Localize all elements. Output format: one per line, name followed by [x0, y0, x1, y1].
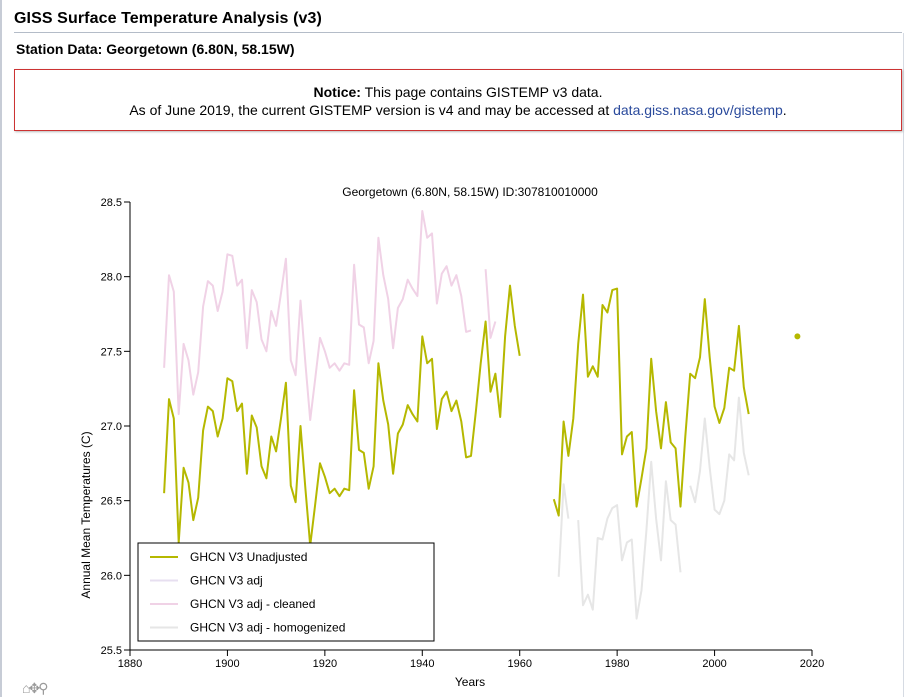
x-tick-label: 1980	[605, 658, 629, 670]
series-line	[163, 210, 472, 421]
series-line	[689, 396, 750, 516]
x-tick-label: 1880	[118, 658, 142, 670]
legend-entry: GHCN V3 adj - homogenized	[190, 621, 345, 635]
y-tick-label: 26.0	[101, 570, 122, 582]
legend-entry: GHCN V3 adj	[190, 574, 263, 588]
series-line	[163, 284, 521, 547]
move-icon[interactable]: ✥	[28, 680, 40, 696]
x-axis-label: Years	[455, 675, 485, 689]
zoom-icon[interactable]: ⚲	[38, 680, 48, 696]
gistemp-link[interactable]: data.giss.nasa.gov/gistemp	[613, 102, 783, 118]
temperature-chart: Georgetown (6.80N, 58.15W) ID:3078100100…	[79, 185, 825, 689]
y-tick-label: 28.0	[101, 272, 122, 284]
notice-text: This page contains GISTEMP v3 data.	[360, 84, 603, 100]
x-tick-label: 1900	[215, 658, 239, 670]
site-title: GISS Surface Temperature Analysis (v3)	[14, 10, 322, 27]
y-tick-label: 27.0	[101, 421, 122, 433]
chart-legend: GHCN V3 Unadjusted GHCN V3 adj GHCN V3 adj…	[137, 542, 435, 642]
series-point	[794, 333, 801, 340]
x-tick-label: 1940	[410, 658, 434, 670]
page-title: Station Data: Georgetown (6.80N, 58.15W)	[16, 41, 295, 57]
site-header: GISS Surface Temperature Analysis (v3)	[14, 10, 902, 33]
legend-entry: GHCN V3 adj - cleaned	[190, 597, 315, 611]
left-border	[0, 0, 2, 697]
home-icon[interactable]: ⌂	[22, 680, 31, 696]
legend-entry: GHCN V3 Unadjusted	[190, 550, 307, 564]
x-tick-label: 1920	[313, 658, 337, 670]
x-tick-label: 2020	[800, 658, 824, 670]
series-line	[577, 460, 682, 620]
series-line	[557, 483, 570, 577]
x-tick-label: 2000	[702, 658, 726, 670]
chart-title: Georgetown (6.80N, 58.15W) ID:3078100100…	[342, 185, 598, 199]
content-right-border	[903, 33, 904, 697]
notice-line: As of June 2019, the current GISTEMP ver…	[15, 102, 901, 118]
y-tick-label: 28.5	[101, 197, 122, 209]
y-tick-label: 26.5	[101, 496, 122, 508]
y-tick-label: 25.5	[101, 645, 122, 657]
notice-period: .	[782, 102, 787, 118]
chart-toolbar: ⌂✥⚲	[22, 680, 49, 697]
legend-box	[137, 542, 435, 642]
notice-label: Notice:	[313, 84, 361, 100]
y-tick-label: 27.5	[101, 346, 122, 358]
notice-line: Notice: This page contains GISTEMP v3 da…	[15, 84, 901, 100]
series-line	[484, 269, 497, 339]
series-line	[552, 287, 750, 517]
plot-area: 1880 1900 1920 1940 1960 1980 2000 2020 25.5 26.0…	[101, 197, 825, 670]
notice-box: Notice: This page contains GISTEMP v3 da…	[14, 69, 902, 131]
notice-version-text: As of June 2019, the current GISTEMP ver…	[129, 102, 614, 118]
x-tick-label: 1960	[507, 658, 531, 670]
y-axis-label: Annual Mean Temperatures (C)	[79, 431, 93, 598]
